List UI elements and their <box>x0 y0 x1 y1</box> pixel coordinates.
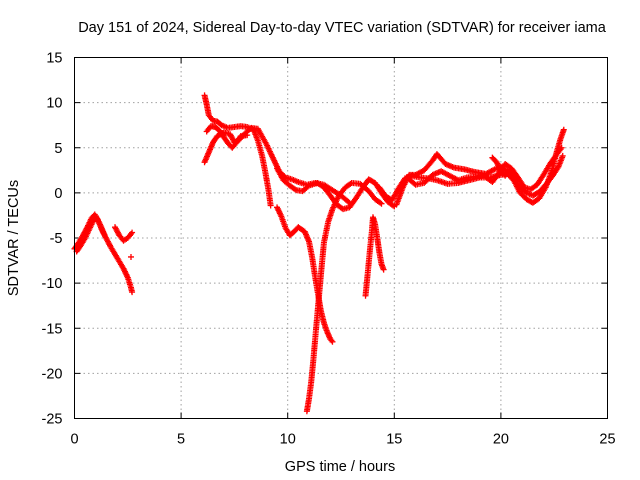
chart-title: Day 151 of 2024, Sidereal Day-to-day VTE… <box>78 20 607 36</box>
data-point <box>129 289 136 296</box>
y-tick-label: -10 <box>42 276 63 292</box>
series-arc10 <box>303 179 385 415</box>
data-points-layer <box>71 92 567 415</box>
series-arc4 <box>127 253 134 260</box>
series-arc1 <box>71 211 136 296</box>
y-tick-label: 10 <box>46 96 62 112</box>
grid-layer <box>74 57 608 419</box>
y-tick-label: 0 <box>54 186 62 202</box>
data-point <box>377 199 384 206</box>
tick-layer: 0 5 10 15 20 25 -25 -20 -15 -10 -5 0 5 10 15 <box>42 51 616 448</box>
x-axis-label: GPS time / hours <box>285 459 395 475</box>
series-arc13 <box>393 126 567 208</box>
data-point <box>390 202 397 209</box>
y-tick-label: -5 <box>50 231 63 247</box>
series-arc3 <box>112 224 136 244</box>
series-arc15 <box>489 154 521 183</box>
x-tick-label: 15 <box>386 432 402 448</box>
data-point <box>514 176 521 183</box>
data-point <box>101 231 108 238</box>
series-arc11 <box>362 214 387 299</box>
data-point <box>378 200 385 207</box>
data-point <box>127 253 134 260</box>
data-point <box>129 229 136 236</box>
data-point <box>267 202 274 209</box>
series-arc14 <box>404 144 565 193</box>
y-axis-label: SDTVAR / TECUs <box>6 180 22 296</box>
series-arc2 <box>73 213 108 255</box>
series-arc7 <box>203 123 251 151</box>
data-point <box>514 175 521 182</box>
x-tick-label: 25 <box>599 432 615 448</box>
data-point <box>558 144 565 151</box>
data-point <box>559 152 566 159</box>
x-tick-label: 0 <box>70 432 78 448</box>
y-tick-label: -15 <box>42 321 63 337</box>
plot-frame <box>74 57 608 419</box>
x-tick-label: 5 <box>177 432 185 448</box>
x-tick-label: 20 <box>493 432 509 448</box>
data-point <box>244 132 251 139</box>
y-tick-label: -20 <box>42 366 63 382</box>
y-tick-label: -25 <box>42 412 63 428</box>
data-point <box>329 338 336 345</box>
data-point <box>291 186 298 193</box>
y-tick-label: 5 <box>54 141 62 157</box>
data-point <box>560 126 567 133</box>
series-arc5 <box>201 92 274 209</box>
y-tick-label: 15 <box>46 51 62 67</box>
x-tick-label: 10 <box>280 432 296 448</box>
data-point <box>380 266 387 273</box>
